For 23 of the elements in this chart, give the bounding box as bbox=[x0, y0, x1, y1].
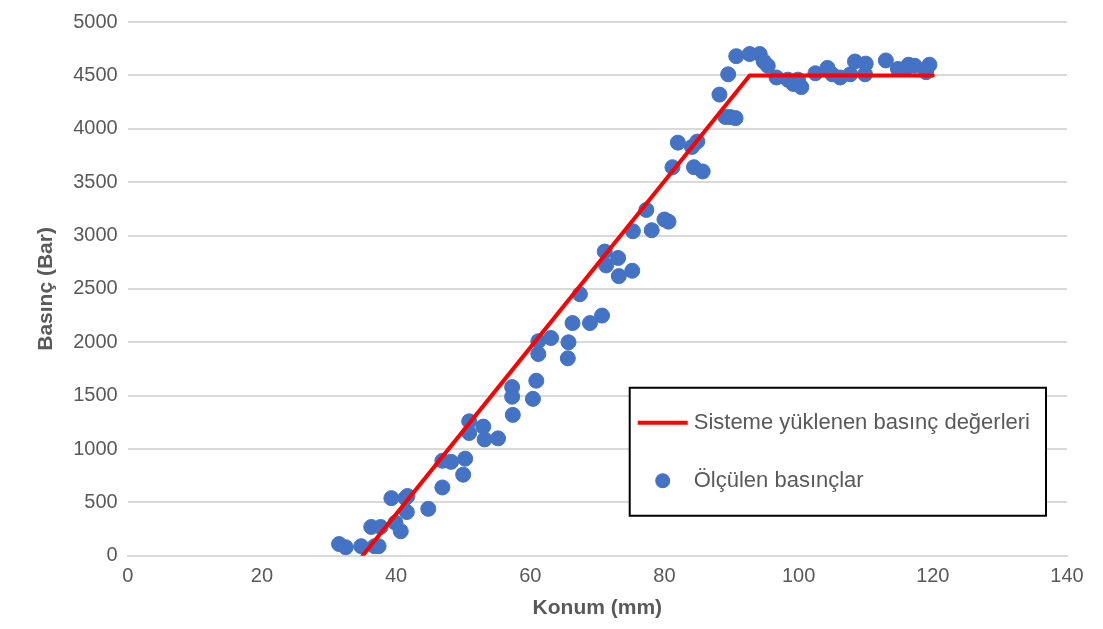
y-tick-label: 4500 bbox=[73, 62, 118, 85]
y-tick-label: 2500 bbox=[73, 276, 118, 299]
legend-label: Ölçülen basınçlar bbox=[693, 466, 864, 492]
y-tick-label: 500 bbox=[84, 489, 118, 512]
y-tick-label: 4000 bbox=[73, 116, 118, 139]
x-tick-label: 20 bbox=[250, 564, 273, 587]
y-tick-label: 1500 bbox=[73, 383, 118, 406]
x-tick-label: 40 bbox=[384, 564, 408, 587]
x-axis-title: Konum (mm) bbox=[532, 595, 663, 619]
y-tick-label: 1000 bbox=[73, 436, 118, 459]
y-tick-label: 3000 bbox=[73, 223, 118, 246]
x-tick-label: 60 bbox=[519, 564, 542, 587]
y-tick-label: 0 bbox=[106, 543, 118, 566]
y-axis-title: Basınç (Bar) bbox=[33, 227, 57, 351]
x-tick-label: 140 bbox=[1050, 564, 1084, 587]
x-tick-label: 80 bbox=[653, 564, 676, 587]
x-tick-label: 100 bbox=[781, 564, 816, 587]
y-tick-label: 2000 bbox=[73, 329, 118, 352]
y-tick-label: 3500 bbox=[73, 169, 118, 192]
x-tick-label: 120 bbox=[916, 564, 950, 587]
legend-label: Sisteme yüklenen basınç değerleri bbox=[693, 408, 1030, 434]
y-tick-label: 5000 bbox=[73, 9, 118, 32]
x-tick-label: 0 bbox=[122, 564, 134, 587]
